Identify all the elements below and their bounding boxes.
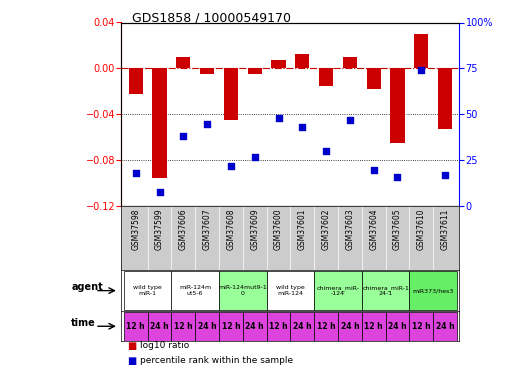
- Bar: [409, 312, 433, 340]
- Text: 24 h: 24 h: [150, 322, 169, 331]
- Bar: [433, 312, 457, 340]
- Bar: [124, 271, 172, 310]
- Bar: [267, 312, 290, 340]
- Text: GSM37605: GSM37605: [393, 208, 402, 250]
- Bar: [319, 68, 333, 86]
- Text: GDS1858 / 10000549170: GDS1858 / 10000549170: [132, 11, 291, 24]
- Bar: [343, 57, 357, 68]
- Text: agent: agent: [71, 282, 103, 291]
- Point: [155, 189, 164, 195]
- Text: 12 h: 12 h: [269, 322, 288, 331]
- Bar: [271, 60, 286, 68]
- Bar: [295, 54, 309, 68]
- Point: [250, 154, 259, 160]
- Text: GSM37611: GSM37611: [440, 208, 449, 249]
- Text: 24 h: 24 h: [341, 322, 359, 331]
- Text: miR-124mut9-1
0: miR-124mut9-1 0: [219, 285, 267, 296]
- Bar: [338, 312, 362, 340]
- Bar: [362, 271, 409, 310]
- Text: GSM37603: GSM37603: [345, 208, 354, 250]
- Bar: [224, 68, 238, 120]
- Bar: [314, 271, 362, 310]
- Text: GSM37598: GSM37598: [131, 208, 140, 250]
- Text: ■: ■: [127, 356, 136, 366]
- Text: 24 h: 24 h: [436, 322, 455, 331]
- Text: miR373/hes3: miR373/hes3: [412, 288, 454, 293]
- Text: 24 h: 24 h: [198, 322, 216, 331]
- Text: GSM37607: GSM37607: [203, 208, 212, 250]
- Bar: [129, 68, 143, 94]
- Bar: [243, 312, 267, 340]
- Text: 12 h: 12 h: [222, 322, 240, 331]
- Point: [227, 163, 235, 169]
- Bar: [362, 312, 385, 340]
- Bar: [290, 312, 314, 340]
- Bar: [176, 57, 191, 68]
- Text: 24 h: 24 h: [388, 322, 407, 331]
- Point: [393, 174, 402, 180]
- Point: [370, 166, 378, 172]
- Bar: [414, 34, 428, 68]
- Text: 12 h: 12 h: [412, 322, 431, 331]
- Bar: [267, 271, 314, 310]
- Point: [203, 121, 211, 127]
- Bar: [219, 271, 267, 310]
- Point: [131, 170, 140, 176]
- Text: GSM37609: GSM37609: [250, 208, 259, 250]
- Bar: [438, 68, 452, 129]
- Bar: [195, 312, 219, 340]
- Text: miR-124m
ut5-6: miR-124m ut5-6: [179, 285, 211, 296]
- Bar: [172, 271, 219, 310]
- Point: [274, 115, 282, 121]
- Text: chimera_miR-
-124: chimera_miR- -124: [316, 285, 360, 296]
- Point: [322, 148, 331, 154]
- Text: chimera_miR-1
24-1: chimera_miR-1 24-1: [362, 285, 409, 296]
- Bar: [248, 68, 262, 74]
- Text: log10 ratio: log10 ratio: [140, 341, 189, 350]
- Text: 12 h: 12 h: [174, 322, 193, 331]
- Text: GSM37606: GSM37606: [179, 208, 188, 250]
- Text: 12 h: 12 h: [126, 322, 145, 331]
- Bar: [314, 312, 338, 340]
- Text: wild type
miR-1: wild type miR-1: [133, 285, 162, 296]
- Text: 12 h: 12 h: [364, 322, 383, 331]
- Bar: [124, 312, 148, 340]
- Point: [179, 134, 187, 140]
- Text: percentile rank within the sample: percentile rank within the sample: [140, 356, 293, 365]
- Text: GSM37599: GSM37599: [155, 208, 164, 250]
- Text: 12 h: 12 h: [317, 322, 335, 331]
- Bar: [200, 68, 214, 74]
- Text: 24 h: 24 h: [293, 322, 312, 331]
- Text: ■: ■: [127, 341, 136, 351]
- Bar: [385, 312, 409, 340]
- Point: [298, 124, 307, 130]
- Bar: [219, 312, 243, 340]
- Text: 24 h: 24 h: [246, 322, 264, 331]
- Bar: [148, 312, 172, 340]
- Bar: [366, 68, 381, 89]
- Point: [441, 172, 449, 178]
- Text: GSM37602: GSM37602: [322, 208, 331, 250]
- Text: wild type
miR-124: wild type miR-124: [276, 285, 305, 296]
- Point: [417, 67, 426, 73]
- Text: GSM37600: GSM37600: [274, 208, 283, 250]
- Point: [346, 117, 354, 123]
- Text: time: time: [71, 318, 96, 328]
- Text: GSM37610: GSM37610: [417, 208, 426, 250]
- Text: GSM37608: GSM37608: [227, 208, 235, 250]
- Bar: [409, 271, 457, 310]
- Text: GSM37601: GSM37601: [298, 208, 307, 250]
- Bar: [153, 68, 167, 177]
- Bar: [390, 68, 404, 143]
- Text: GSM37604: GSM37604: [369, 208, 378, 250]
- Bar: [172, 312, 195, 340]
